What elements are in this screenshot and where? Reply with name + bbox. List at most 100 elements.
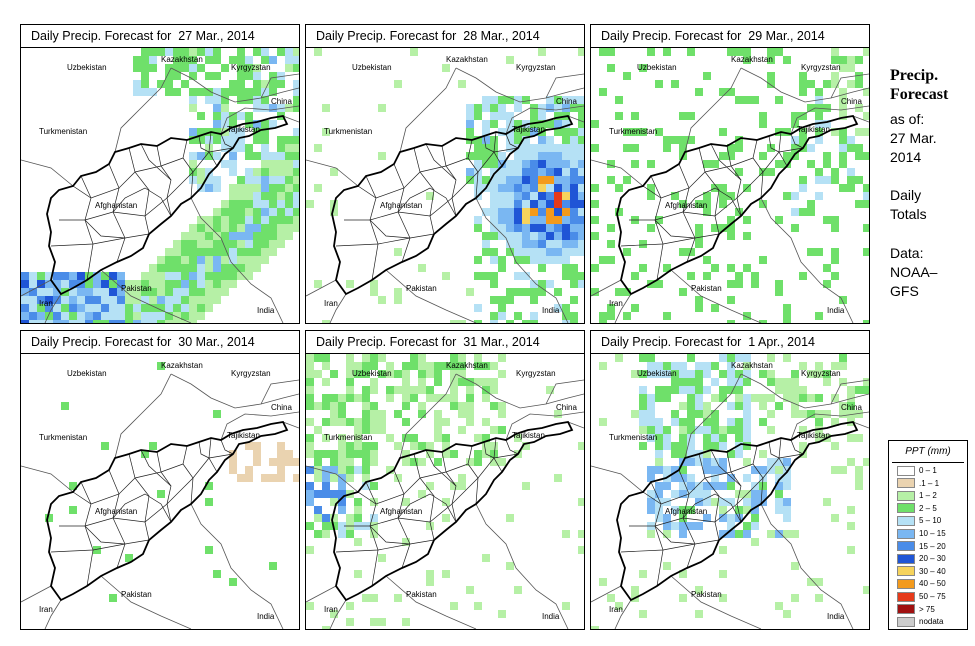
precip-cell	[285, 232, 293, 240]
precip-cell	[578, 280, 584, 288]
panel-map: Kazakhstan Uzbekistan Kyrgyzstan China Turkm…	[591, 354, 869, 629]
precip-cell	[53, 280, 61, 288]
precip-cell	[719, 200, 727, 208]
precip-cell	[759, 112, 767, 120]
precip-cell	[245, 72, 253, 80]
precip-cell	[370, 442, 378, 450]
precip-cell	[101, 442, 109, 450]
precip-cell	[570, 232, 578, 240]
precip-cell	[149, 56, 157, 64]
precip-cell	[815, 192, 823, 200]
precip-cell	[863, 458, 869, 466]
precip-cell	[562, 192, 570, 200]
precip-cell	[141, 272, 149, 280]
precip-cell	[815, 578, 823, 586]
precip-cell	[831, 466, 839, 474]
precip-cell	[735, 144, 743, 152]
precip-cell	[314, 354, 322, 362]
country-border	[282, 421, 299, 429]
precip-cell	[671, 490, 679, 498]
precip-cell	[591, 626, 599, 629]
precip-cell	[69, 312, 77, 320]
precip-cell	[117, 272, 125, 280]
precip-cell	[362, 426, 370, 434]
precip-cell	[221, 248, 229, 256]
precip-cell	[189, 248, 197, 256]
province-border	[698, 453, 720, 541]
precip-cell	[157, 296, 165, 304]
precip-cell	[687, 386, 695, 394]
precip-cell	[679, 450, 687, 458]
precip-cell	[711, 362, 719, 370]
precip-cell	[554, 232, 562, 240]
precip-cell	[498, 224, 506, 232]
precip-cell	[546, 192, 554, 200]
precip-cell	[338, 498, 346, 506]
precip-cell	[703, 498, 711, 506]
precip-cell	[322, 474, 330, 482]
precip-cell	[546, 256, 554, 264]
country-label-kyrgyzstan: Kyrgyzstan	[516, 63, 556, 72]
precip-cell	[77, 312, 85, 320]
legend-swatch	[897, 616, 915, 627]
precip-cell	[53, 312, 61, 320]
precip-cell	[751, 96, 759, 104]
province-border	[112, 493, 172, 523]
legend-item: > 75	[897, 604, 935, 615]
precip-cell	[245, 248, 253, 256]
precip-cell	[655, 450, 663, 458]
precip-cell	[245, 168, 253, 176]
precip-cell	[29, 312, 37, 320]
legend-item: .1 – 1	[897, 478, 939, 489]
precip-cell	[330, 402, 338, 410]
precip-cell	[189, 48, 197, 56]
precip-cell	[386, 394, 394, 402]
precip-cell	[482, 554, 490, 562]
precip-cell	[141, 280, 149, 288]
precip-cell	[498, 610, 506, 618]
precip-cell	[663, 514, 671, 522]
precip-cell	[623, 72, 631, 80]
panel-map: Kazakhstan Uzbekistan Kyrgyzstan China Turkm…	[591, 48, 869, 323]
province-border	[140, 449, 172, 487]
precip-cell	[285, 144, 293, 152]
precip-cell	[703, 386, 711, 394]
precip-cell	[687, 370, 695, 378]
precip-cell	[181, 272, 189, 280]
precip-cell	[839, 184, 847, 192]
precip-cell	[229, 248, 237, 256]
precip-cell	[141, 320, 149, 323]
precip-cell	[767, 410, 775, 418]
precip-cell	[314, 280, 322, 288]
precip-cell	[679, 434, 687, 442]
precip-cell	[69, 280, 77, 288]
precip-cell	[386, 466, 394, 474]
precip-cell	[522, 128, 530, 136]
precip-cell	[767, 370, 775, 378]
precip-cell	[743, 458, 751, 466]
precip-cell	[213, 224, 221, 232]
legend-swatch	[897, 528, 915, 539]
precip-cell	[687, 48, 695, 56]
as-of-day: 27 Mar.	[890, 130, 937, 146]
precip-cell	[719, 594, 727, 602]
precip-cell	[322, 418, 330, 426]
precip-cell	[839, 466, 847, 474]
precip-cell	[213, 256, 221, 264]
precip-cell	[791, 402, 799, 410]
precip-cell	[402, 458, 410, 466]
precip-cell	[205, 136, 213, 144]
precip-cell	[807, 248, 815, 256]
precip-cell	[165, 64, 173, 72]
precip-cell	[221, 136, 229, 144]
precip-cell	[221, 144, 229, 152]
precip-cell	[458, 426, 466, 434]
precip-cell	[293, 176, 299, 184]
precip-cell	[45, 288, 53, 296]
precip-cell	[578, 104, 584, 112]
precip-cell	[37, 288, 45, 296]
precip-cell	[173, 88, 181, 96]
precip-cell	[474, 602, 482, 610]
precip-cell	[205, 304, 213, 312]
